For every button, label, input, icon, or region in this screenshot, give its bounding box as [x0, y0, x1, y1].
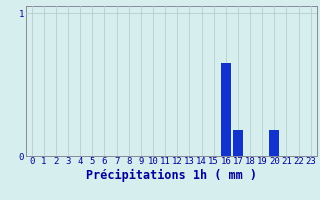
Bar	[221, 63, 231, 156]
Bar	[233, 130, 243, 156]
Bar	[269, 130, 279, 156]
X-axis label: Précipitations 1h ( mm ): Précipitations 1h ( mm )	[86, 169, 257, 182]
